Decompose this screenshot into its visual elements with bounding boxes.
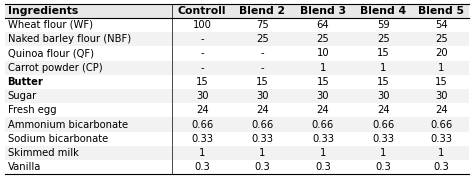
Text: 1: 1	[438, 63, 445, 73]
Text: 20: 20	[435, 48, 448, 58]
Text: 15: 15	[435, 77, 448, 87]
Text: Wheat flour (WF): Wheat flour (WF)	[8, 20, 92, 30]
Text: 0.3: 0.3	[194, 162, 210, 172]
Bar	[5, 89, 469, 103]
Text: 75: 75	[256, 20, 269, 30]
Text: 30: 30	[377, 91, 390, 101]
Text: 1: 1	[259, 148, 266, 158]
Text: 24: 24	[317, 105, 329, 115]
Text: 15: 15	[377, 48, 390, 58]
Text: 100: 100	[193, 20, 211, 30]
Text: 1: 1	[320, 63, 326, 73]
Text: -: -	[201, 34, 204, 44]
Text: Ingredients: Ingredients	[8, 6, 78, 16]
Text: 0.66: 0.66	[251, 120, 273, 130]
Text: 15: 15	[196, 77, 209, 87]
Text: 0.33: 0.33	[191, 134, 213, 144]
Text: 25: 25	[377, 34, 390, 44]
Text: 0.33: 0.33	[430, 134, 452, 144]
Text: 0.3: 0.3	[375, 162, 391, 172]
Text: 30: 30	[256, 91, 269, 101]
Text: 54: 54	[435, 20, 448, 30]
Text: Naked barley flour (NBF): Naked barley flour (NBF)	[8, 34, 131, 44]
Text: 1: 1	[380, 148, 386, 158]
Text: 1: 1	[320, 148, 326, 158]
Text: Blend 5: Blend 5	[419, 6, 465, 16]
Text: 15: 15	[377, 77, 390, 87]
Bar	[5, 18, 469, 32]
Text: Quinoa flour (QF): Quinoa flour (QF)	[8, 48, 93, 58]
Text: Vanilla: Vanilla	[8, 162, 41, 172]
Text: 0.33: 0.33	[252, 134, 273, 144]
Text: 0.3: 0.3	[434, 162, 449, 172]
Text: 64: 64	[317, 20, 329, 30]
Text: 30: 30	[196, 91, 209, 101]
Bar	[5, 132, 469, 146]
Text: Controll: Controll	[178, 6, 227, 16]
Text: Butter: Butter	[8, 77, 44, 87]
Text: 25: 25	[256, 34, 269, 44]
Bar	[5, 160, 469, 174]
Text: -: -	[201, 48, 204, 58]
Text: 15: 15	[256, 77, 269, 87]
Text: -: -	[261, 63, 264, 73]
Text: 0.66: 0.66	[191, 120, 213, 130]
Text: 30: 30	[435, 91, 447, 101]
Text: 1: 1	[438, 148, 445, 158]
Text: Ammonium bicarbonate: Ammonium bicarbonate	[8, 120, 128, 130]
Text: 10: 10	[317, 48, 329, 58]
Text: 1: 1	[380, 63, 386, 73]
Bar	[5, 61, 469, 75]
Bar	[5, 103, 469, 117]
Text: 24: 24	[435, 105, 448, 115]
Text: Blend 3: Blend 3	[300, 6, 346, 16]
Text: 0.3: 0.3	[315, 162, 331, 172]
Text: 24: 24	[256, 105, 269, 115]
Text: 25: 25	[317, 34, 329, 44]
Text: 0.66: 0.66	[372, 120, 394, 130]
Text: 30: 30	[317, 91, 329, 101]
Text: Sugar: Sugar	[8, 91, 37, 101]
Bar	[5, 75, 469, 89]
Text: 0.33: 0.33	[312, 134, 334, 144]
Text: Fresh egg: Fresh egg	[8, 105, 56, 115]
Text: 0.66: 0.66	[312, 120, 334, 130]
Text: -: -	[261, 48, 264, 58]
Text: Skimmed milk: Skimmed milk	[8, 148, 79, 158]
Text: -: -	[201, 63, 204, 73]
Text: Carrot powder (CP): Carrot powder (CP)	[8, 63, 102, 73]
Text: 0.3: 0.3	[255, 162, 271, 172]
Text: 25: 25	[435, 34, 448, 44]
Bar	[5, 46, 469, 61]
Text: 15: 15	[317, 77, 329, 87]
Text: Blend 4: Blend 4	[360, 6, 406, 16]
Bar	[5, 4, 469, 18]
Bar	[5, 117, 469, 132]
Text: 59: 59	[377, 20, 390, 30]
Text: 24: 24	[377, 105, 390, 115]
Text: Sodium bicarbonate: Sodium bicarbonate	[8, 134, 108, 144]
Text: 1: 1	[199, 148, 205, 158]
Text: 24: 24	[196, 105, 209, 115]
Text: Blend 2: Blend 2	[239, 6, 286, 16]
Text: 0.33: 0.33	[372, 134, 394, 144]
Text: 0.66: 0.66	[430, 120, 453, 130]
Bar	[5, 32, 469, 46]
Bar	[5, 146, 469, 160]
